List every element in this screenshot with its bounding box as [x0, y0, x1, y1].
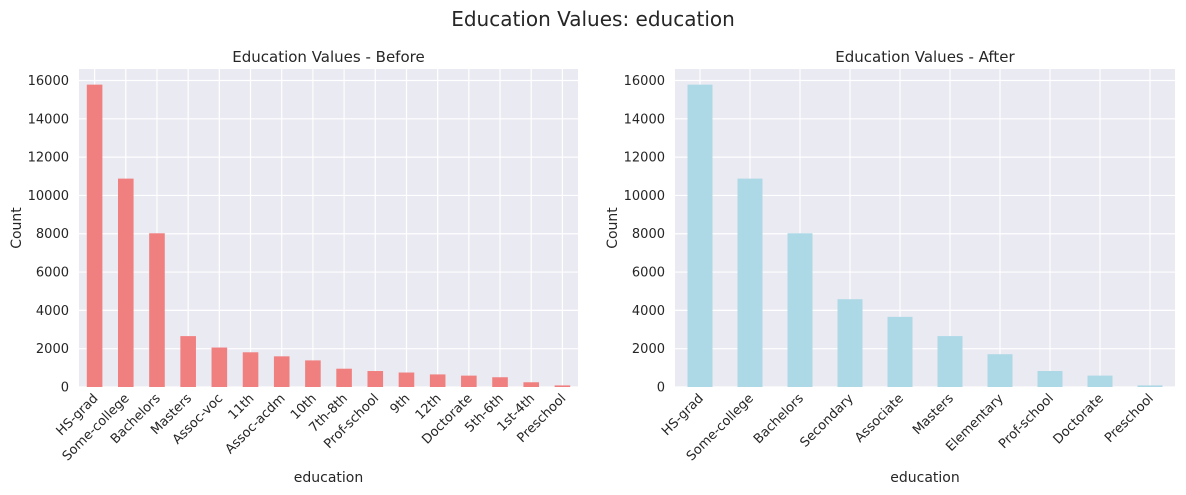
x-axis-label-before: education [294, 470, 363, 486]
chart-after: 0 2000 4000 6000 8000 10000 12000 14000 16000 HS… [605, 48, 1175, 486]
y-tick-label: 0 [657, 381, 665, 396]
x-tick-label: HS-grad [659, 391, 707, 439]
y-tick-label: 6000 [632, 266, 665, 281]
chart-title-after: Education Values - After [835, 48, 1015, 66]
bars-before [86, 84, 571, 387]
y-tick-label: 16000 [28, 74, 69, 89]
y-tick-label: 12000 [624, 151, 665, 166]
bar-10th [305, 360, 321, 387]
bar-7th-8th [336, 368, 352, 387]
bar-preschool [1137, 385, 1163, 387]
y-tick-label: 12000 [28, 151, 69, 166]
bar-bachelors [149, 233, 165, 387]
y-tick-label: 8000 [36, 227, 69, 242]
y-tick-label: 2000 [36, 342, 69, 357]
y-tick-label: 2000 [632, 342, 665, 357]
bar-some-college [737, 178, 763, 387]
x-tick-label: Doctorate [1051, 391, 1107, 447]
figure-title: Education Values: education [451, 7, 735, 31]
bar-associate [887, 316, 913, 387]
bar-9th [398, 372, 415, 387]
y-tick-label: 4000 [36, 304, 69, 319]
bar-elementary [987, 354, 1013, 387]
bar-hs-grad [86, 84, 103, 387]
y-axis-label-after: Count [605, 207, 621, 249]
bar-11th [242, 352, 259, 387]
x-axis-label-after: education [890, 470, 959, 486]
chart-before: 0 2000 4000 6000 8000 10000 12000 14000 16000 HS… [9, 48, 578, 486]
bar-preschool [554, 385, 571, 387]
y-tick-label: 0 [61, 381, 69, 396]
y-tick-label: 10000 [28, 189, 69, 204]
bar-secondary [837, 299, 863, 387]
bar-assoc-acdm [273, 356, 290, 387]
bar-assoc-voc [211, 347, 228, 387]
bar-masters [180, 336, 196, 387]
bars-after [687, 84, 1163, 387]
bar-doctorate [1087, 375, 1113, 387]
y-tick-label: 10000 [624, 189, 665, 204]
chart-title-before: Education Values - Before [232, 48, 424, 66]
y-ticks-before: 0 2000 4000 6000 8000 10000 12000 14000 16000 [28, 74, 69, 396]
x-tick-label: Secondary [798, 391, 858, 451]
y-tick-label: 16000 [624, 74, 665, 89]
y-tick-label: 8000 [632, 227, 665, 242]
x-tick-label: Preschool [1102, 391, 1157, 446]
bar-hs-grad [687, 84, 713, 387]
x-tick-label: Associate [852, 391, 907, 446]
bar-masters [937, 336, 963, 387]
bar-bachelors [787, 233, 813, 387]
y-axis-label-before: Count [9, 207, 25, 249]
y-tick-label: 4000 [632, 304, 665, 319]
bar-prof-school [1037, 371, 1063, 387]
x-tick-label: Masters [910, 391, 957, 438]
bar-12th [429, 374, 446, 387]
bar-prof-school [367, 371, 384, 387]
bar-some-college [117, 178, 134, 387]
y-ticks-after: 0 2000 4000 6000 8000 10000 12000 14000 16000 [624, 74, 665, 396]
y-tick-label: 14000 [28, 112, 69, 127]
y-tick-label: 14000 [624, 112, 665, 127]
y-tick-label: 6000 [36, 266, 69, 281]
bar-5th-6th [492, 377, 508, 387]
bar-doctorate [461, 375, 477, 387]
x-tick-label: 9th [387, 391, 413, 417]
bar-1st-4th [523, 382, 540, 387]
x-ticks-after: HS-gradSome-collegeBachelorsSecondaryAss… [659, 391, 1157, 464]
x-ticks-before: HS-gradSome-collegeBachelorsMastersAssoc… [54, 391, 570, 464]
